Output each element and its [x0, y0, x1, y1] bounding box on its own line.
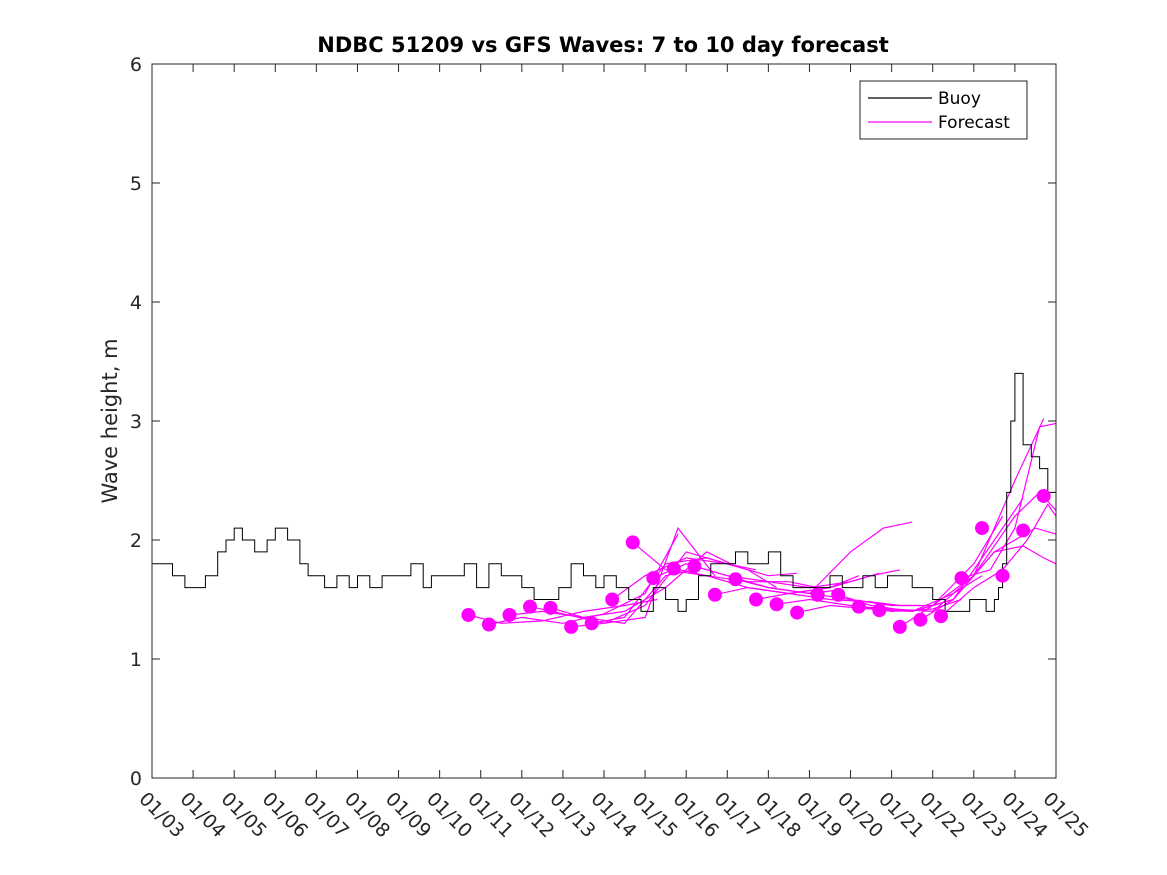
- legend-box: [859, 80, 1028, 140]
- forecast-run-line: [920, 545, 1057, 621]
- forecast-marker: [666, 561, 681, 576]
- forecast-run-line: [509, 569, 695, 624]
- forecast-marker: [605, 592, 620, 607]
- legend-buoy-label: Buoy: [938, 89, 981, 109]
- forecast-run-line: [940, 503, 1057, 617]
- data-layer: [152, 372, 1057, 634]
- forecast-marker: [913, 612, 928, 627]
- y-tick-label: 0: [130, 768, 142, 790]
- forecast-run-line: [735, 521, 913, 595]
- buoy-line: [152, 372, 1057, 612]
- forecast-marker: [892, 619, 907, 634]
- forecast-marker: [625, 535, 640, 550]
- forecast-marker: [461, 607, 476, 622]
- forecast-marker: [810, 587, 825, 602]
- forecast-marker: [523, 599, 538, 614]
- chart-title: NDBC 51209 vs GFS Waves: 7 to 10 day for…: [317, 33, 888, 57]
- forecast-marker: [646, 571, 661, 586]
- y-tick-label: 3: [130, 411, 142, 433]
- forecast-marker: [481, 617, 496, 632]
- legend-forecast-label: Forecast: [938, 113, 1010, 133]
- forecast-run-line: [591, 557, 777, 624]
- forecast-run-line: [817, 515, 1004, 607]
- forecast-marker: [769, 597, 784, 612]
- forecast-marker: [851, 599, 866, 614]
- forecast-run-line: [632, 541, 818, 589]
- forecast-run-line: [529, 526, 716, 624]
- y-tick-label: 5: [130, 173, 142, 195]
- y-tick-label: 2: [130, 530, 142, 552]
- forecast-marker: [584, 616, 599, 631]
- forecast-marker: [790, 605, 805, 620]
- forecast-marker: [1036, 488, 1051, 503]
- forecast-marker: [749, 592, 764, 607]
- forecast-marker: [954, 571, 969, 586]
- forecast-marker: [543, 600, 558, 615]
- plot-background: [152, 64, 1056, 778]
- y-axis-label: Wave height, m: [98, 338, 122, 503]
- forecast-marker: [564, 619, 579, 634]
- forecast-marker: [933, 609, 948, 624]
- forecast-marker: [502, 607, 517, 622]
- forecast-run-line: [961, 422, 1057, 579]
- forecast-marker: [872, 603, 887, 618]
- forecast-marker: [995, 568, 1010, 583]
- y-tick-label: 1: [130, 649, 142, 671]
- plot-area: [151, 63, 1057, 779]
- forecast-run-line: [714, 569, 901, 596]
- y-tick-label: 4: [130, 292, 142, 314]
- forecast-run-line: [858, 418, 1045, 613]
- y-axis: 0 1 2 3 4 5 6: [130, 54, 1056, 790]
- forecast-marker: [707, 587, 722, 602]
- forecast-marker: [687, 559, 702, 574]
- forecast-marker: [975, 521, 990, 536]
- forecast-marker: [1016, 523, 1031, 538]
- forecast-marker: [728, 572, 743, 587]
- y-tick-label: 6: [130, 54, 142, 76]
- forecast-run-line: [468, 598, 658, 624]
- legend: Buoy Forecast: [859, 80, 1028, 140]
- forecast-run-line: [550, 551, 736, 619]
- forecast-run-line: [611, 557, 798, 600]
- forecast-marker: [831, 587, 846, 602]
